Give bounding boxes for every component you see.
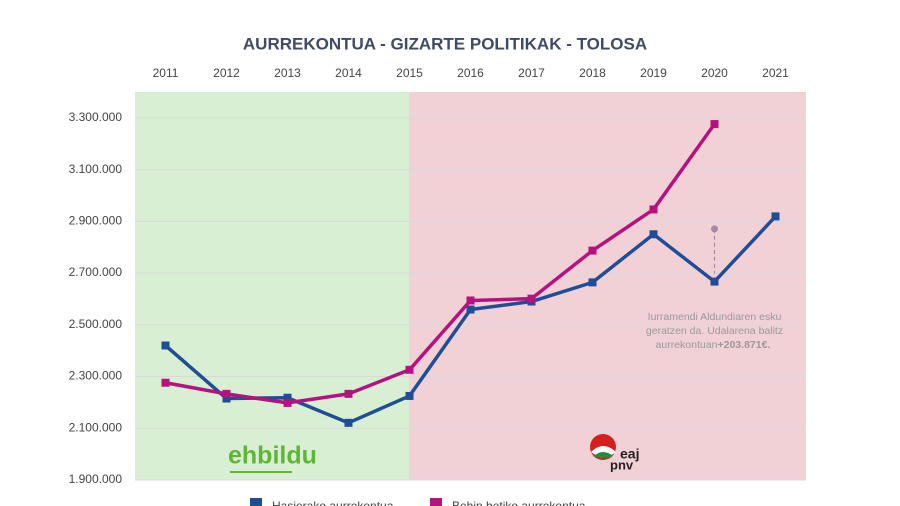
- series-marker: [710, 120, 719, 129]
- logo-eaj: eaj: [620, 446, 639, 462]
- x-tick-label: 2020: [701, 66, 728, 80]
- series-marker: [649, 230, 658, 239]
- series-marker: [588, 278, 597, 287]
- series-marker: [344, 389, 353, 398]
- x-tick-label: 2011: [153, 66, 179, 80]
- annotation-dot: [711, 225, 718, 233]
- series-marker: [771, 212, 780, 221]
- chart-title: AURREKONTUA - GIZARTE POLITIKAK - TOLOSA: [243, 34, 647, 53]
- series-marker: [466, 296, 475, 305]
- pnv-region: [409, 92, 806, 480]
- x-tick-label: 2014: [335, 66, 362, 80]
- x-tick-label: 2015: [396, 66, 423, 80]
- series-marker: [649, 205, 658, 214]
- annotation-text: aurrekontuan: [656, 339, 718, 351]
- series-marker: [222, 389, 231, 398]
- series-marker: [710, 277, 719, 286]
- legend-label: Hasierako aurrekontua: [272, 499, 394, 506]
- y-tick-label: 1.900.000: [69, 472, 123, 486]
- y-tick-label: 2.500.000: [69, 317, 123, 331]
- annotation-text: geratzen da. Udalarena balitz: [646, 325, 783, 337]
- logo-ehbildu: ehbildu: [228, 442, 317, 470]
- series-marker: [161, 378, 170, 387]
- y-tick-label: 2.100.000: [69, 420, 123, 434]
- y-tick-label: 2.300.000: [69, 369, 123, 383]
- x-tick-label: 2021: [762, 66, 789, 80]
- ehbildu-region: [135, 92, 409, 480]
- y-tick-label: 3.300.000: [69, 110, 123, 124]
- y-tick-label: 2.700.000: [69, 265, 123, 279]
- series-marker: [527, 294, 536, 303]
- legend-label: Behin betiko aurrekontua: [452, 499, 586, 506]
- x-tick-label: 2013: [274, 66, 301, 80]
- legend-swatch: [430, 498, 442, 506]
- series-marker: [283, 398, 292, 407]
- x-tick-label: 2012: [213, 66, 240, 80]
- y-tick-label: 3.100.000: [69, 162, 123, 176]
- series-marker: [344, 418, 353, 427]
- series-marker: [283, 393, 292, 402]
- x-tick-label: 2018: [579, 66, 606, 80]
- x-tick-label: 2016: [457, 66, 484, 80]
- series-line: [165, 123, 716, 405]
- legend-swatch: [250, 498, 262, 506]
- x-tick-label: 2019: [640, 66, 667, 80]
- logo-icon: [594, 452, 613, 459]
- series-marker: [466, 305, 475, 314]
- series-marker: [405, 391, 414, 400]
- y-tick-label: 2.900.000: [69, 214, 123, 228]
- logo-pnv: pnv: [610, 457, 634, 472]
- series-marker: [222, 394, 231, 403]
- annotation-highlight: +203.871€.: [718, 339, 771, 351]
- series-marker: [588, 246, 597, 255]
- x-tick-label: 2017: [518, 66, 545, 80]
- annotation-text: Iurramendi Aldundiaren esku: [648, 311, 782, 323]
- series-marker: [161, 341, 170, 350]
- series-marker: [405, 365, 414, 374]
